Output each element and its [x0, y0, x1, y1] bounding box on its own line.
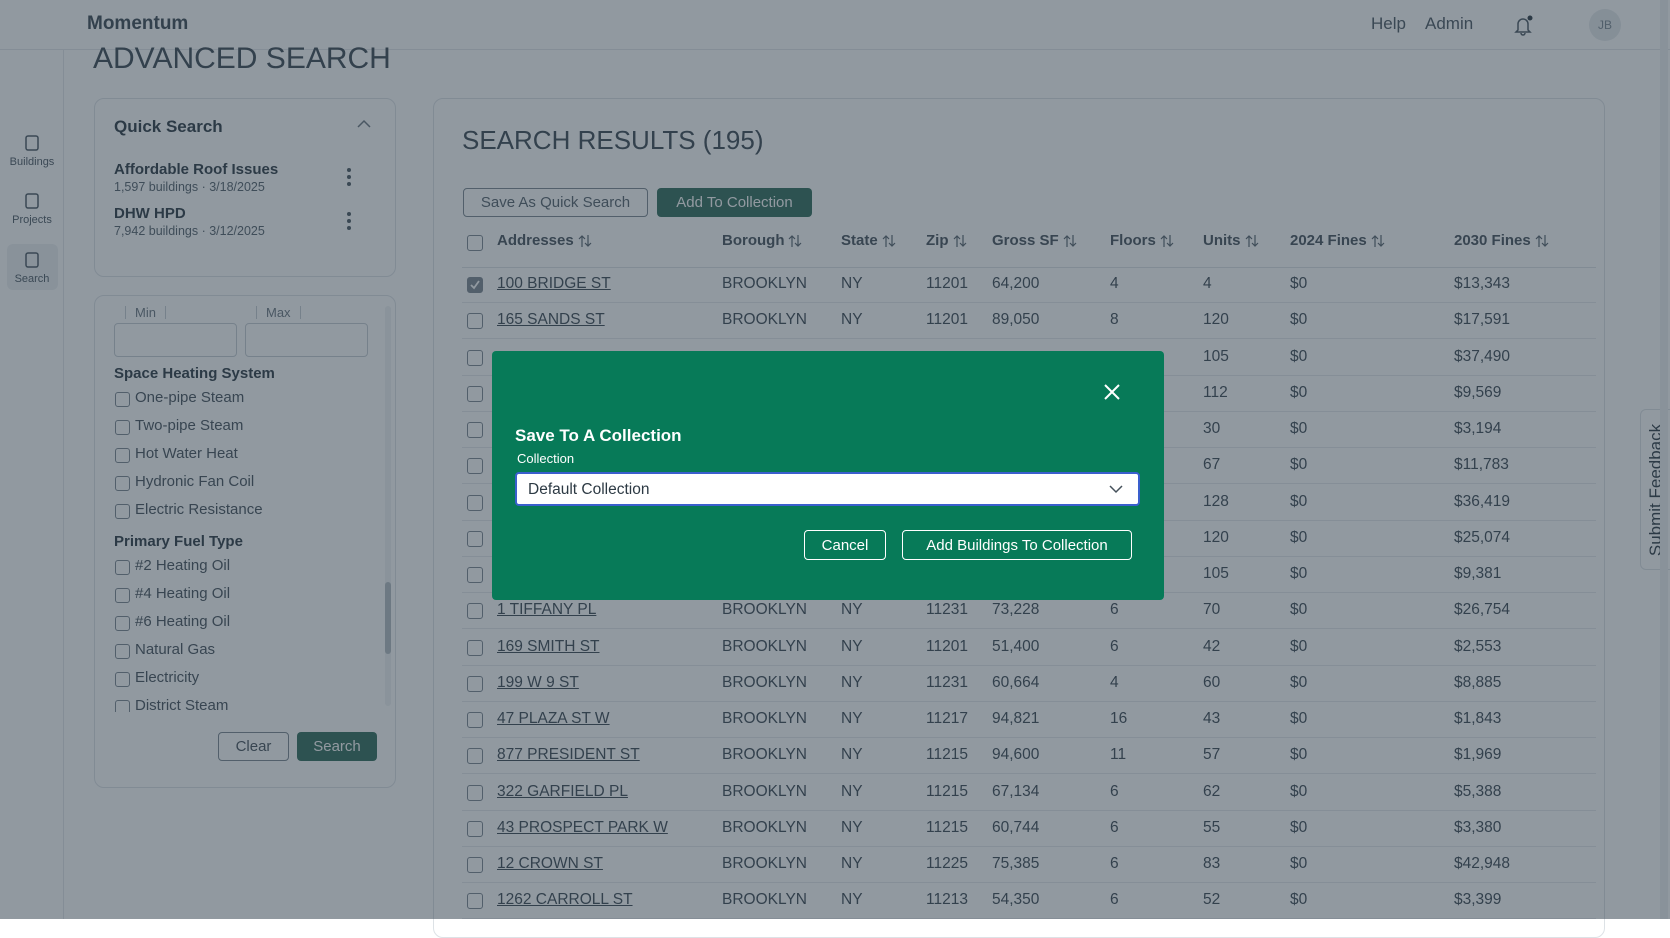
- close-icon[interactable]: [1104, 384, 1120, 400]
- cancel-button[interactable]: Cancel: [804, 530, 886, 560]
- field-label: Collection: [517, 451, 575, 466]
- modal-title: Save To A Collection: [515, 426, 682, 445]
- collection-select[interactable]: Default Collection: [515, 472, 1140, 506]
- modal: Save To A Collection Collection Default Co…: [492, 351, 1164, 600]
- chevron-icon: [1109, 485, 1123, 494]
- confirm-button[interactable]: Add Buildings To Collection: [902, 530, 1132, 560]
- select-value: Default Collection: [528, 481, 650, 498]
